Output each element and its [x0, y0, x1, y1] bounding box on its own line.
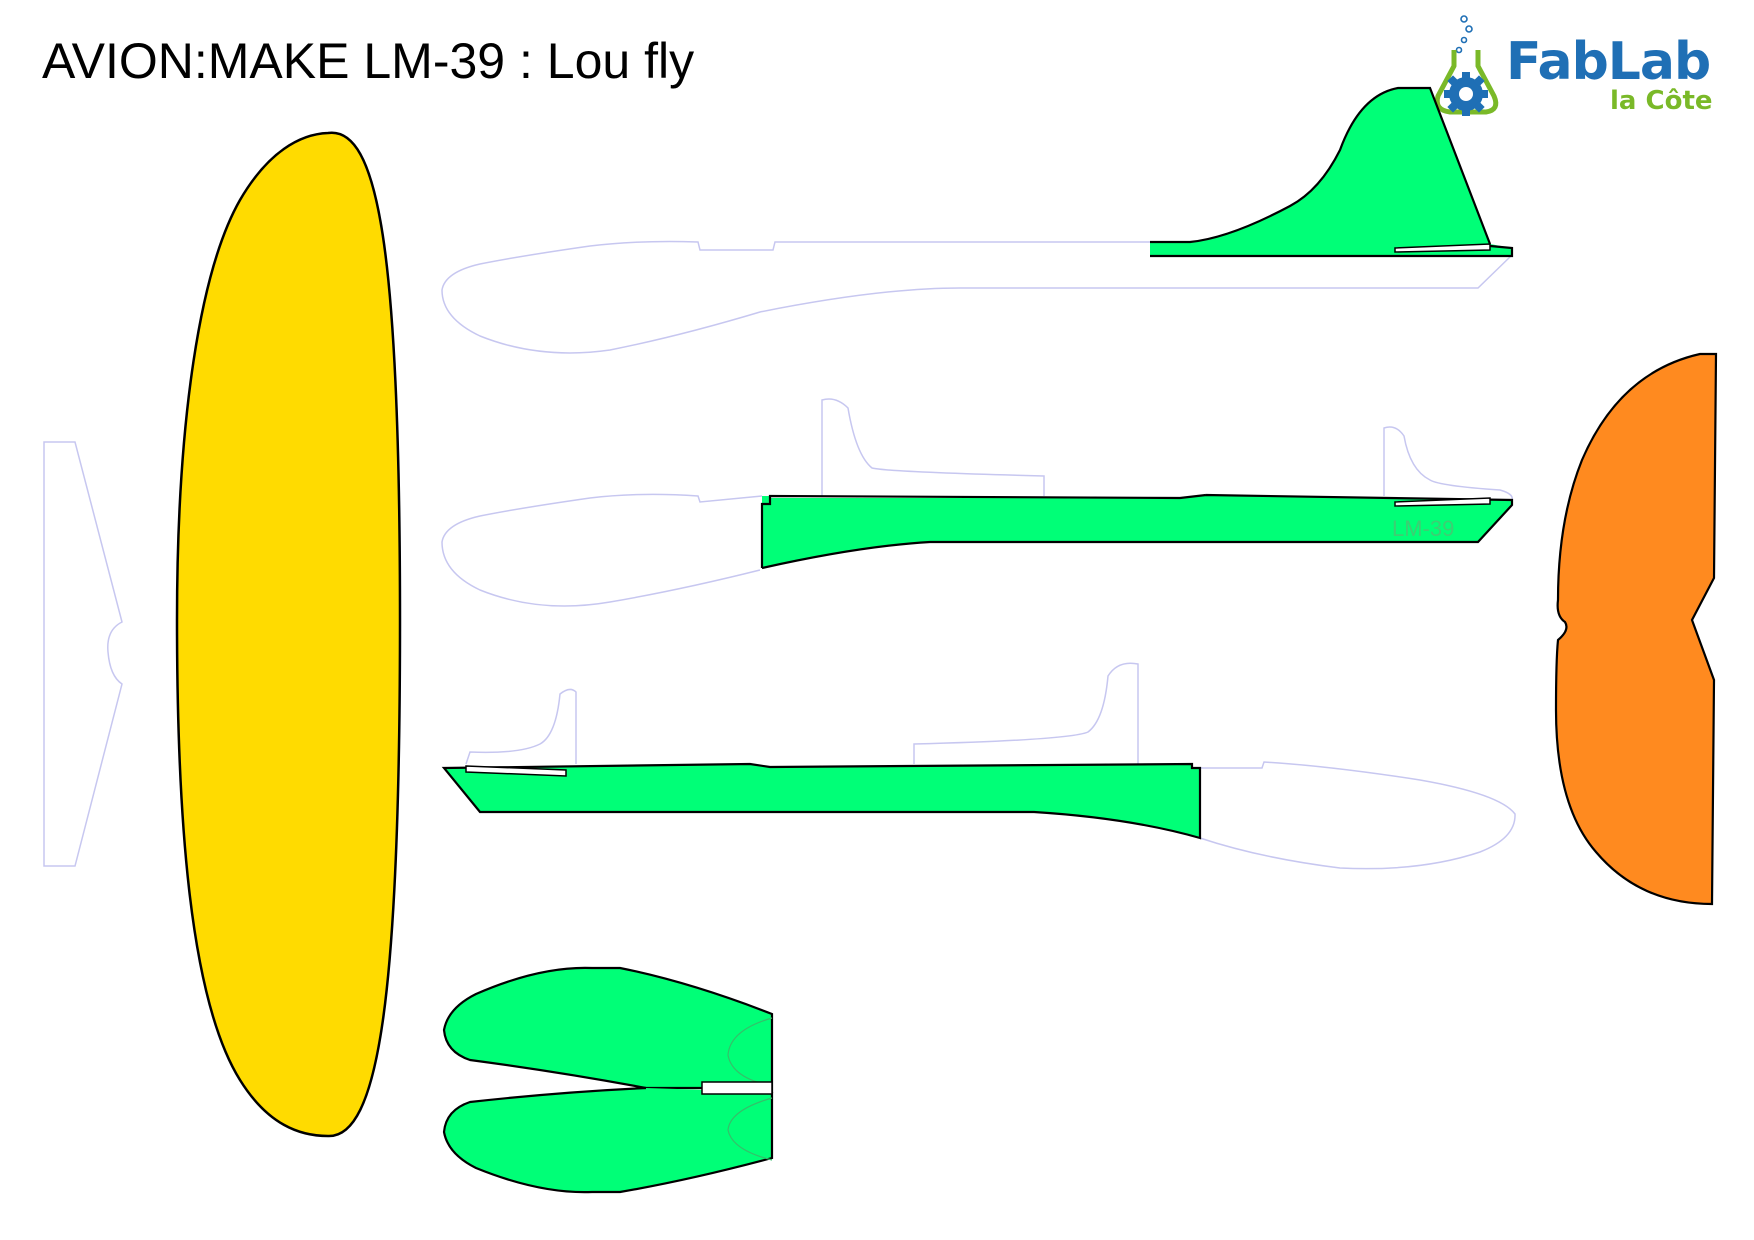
fablab-logo: FabLab la Côte [1428, 14, 1718, 124]
fuselage-2-fin-guide-front [821, 398, 1045, 496]
flask-gear-icon [1434, 15, 1499, 116]
stabilizer-half-lower [442, 1086, 774, 1194]
fuselage-mark: LM-39 [1392, 516, 1454, 541]
tail-template-outline [43, 441, 123, 867]
fuselage-3-fin-guide-rear [913, 662, 1139, 764]
fuselage-2-fin-guide-rear [1383, 426, 1513, 501]
rear-stabilizer [1554, 352, 1718, 906]
fuselage-1-tail-fin [1150, 88, 1512, 256]
fuselage-2-guide [441, 493, 763, 607]
page-title: AVION:MAKE LM-39 : Lou fly [42, 33, 695, 89]
logo-name: FabLab [1506, 32, 1711, 92]
fuselage-3-guide [1199, 761, 1516, 870]
stabilizer-half-upper [442, 966, 774, 1094]
fuselage-3-body [444, 764, 1200, 838]
fuselage-2-body [762, 495, 1512, 568]
main-wing [175, 131, 402, 1138]
fuselage-3-fin-guide-front [465, 688, 577, 765]
fuselage-1-guide [441, 240, 1513, 354]
logo-subtitle: la Côte [1610, 86, 1713, 116]
